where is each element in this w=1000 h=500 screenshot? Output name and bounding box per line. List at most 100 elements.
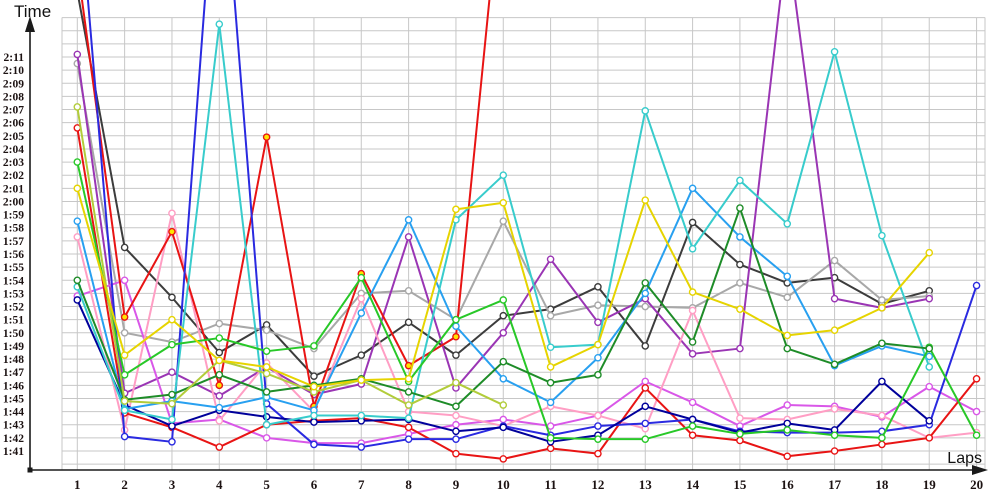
data-point-red-flat bbox=[830, 447, 839, 455]
y-tick-label: 1:51 bbox=[3, 315, 24, 327]
data-point-dark-green bbox=[641, 279, 650, 287]
data-point-navy bbox=[499, 423, 508, 432]
data-point-red-spiky bbox=[452, 332, 460, 341]
y-tick-label: 1:45 bbox=[3, 393, 24, 405]
data-point-dark-gray bbox=[168, 293, 176, 302]
data-point-red-flat bbox=[878, 440, 886, 449]
data-point-dark-green bbox=[783, 344, 792, 353]
data-point-red-flat bbox=[404, 423, 413, 432]
data-point-red-flat bbox=[641, 384, 650, 392]
data-point-red-flat bbox=[972, 374, 981, 383]
x-tick-label: 20 bbox=[970, 477, 983, 492]
data-point-dark-green bbox=[688, 338, 697, 346]
data-point-green bbox=[878, 434, 886, 442]
data-point-dark-green bbox=[73, 276, 82, 285]
data-point-green bbox=[641, 435, 650, 443]
y-tick-label: 1:43 bbox=[3, 420, 24, 432]
data-point-blue bbox=[120, 432, 129, 441]
data-point-red-flat bbox=[499, 455, 508, 463]
y-tick-label: 1:59 bbox=[3, 210, 24, 222]
data-point-dark-green bbox=[499, 357, 508, 366]
data-point-sky-blue bbox=[73, 217, 82, 225]
data-point-dark-green bbox=[878, 339, 886, 348]
data-point-dark-green bbox=[830, 360, 839, 369]
y-tick-label: 2:02 bbox=[3, 170, 24, 182]
data-point-yellow bbox=[830, 326, 839, 334]
series-dark-gray bbox=[77, 0, 934, 380]
data-point-pink bbox=[168, 209, 176, 218]
y-tick-label: 2:11 bbox=[4, 52, 25, 64]
series-yellow bbox=[73, 184, 934, 391]
data-point-cyan bbox=[878, 231, 886, 240]
data-point-magenta bbox=[688, 398, 697, 407]
data-point-cyan bbox=[357, 411, 366, 420]
data-point-yellow bbox=[262, 363, 271, 371]
data-point-purple bbox=[594, 318, 602, 327]
data-point-dark-gray bbox=[594, 283, 602, 291]
data-point-dark-gray bbox=[404, 318, 413, 327]
series-lime bbox=[73, 103, 508, 409]
data-point-navy bbox=[783, 419, 792, 428]
y-tick-label: 2:09 bbox=[3, 78, 24, 90]
data-point-magenta bbox=[925, 382, 934, 391]
data-point-navy bbox=[168, 422, 176, 430]
data-point-cyan bbox=[404, 414, 413, 422]
data-point-red-flat bbox=[452, 449, 460, 458]
data-point-green bbox=[972, 431, 981, 440]
data-point-blue bbox=[404, 435, 413, 443]
data-point-magenta bbox=[641, 377, 650, 386]
data-point-pink bbox=[736, 414, 744, 422]
data-point-navy bbox=[878, 377, 886, 386]
data-point-cyan bbox=[310, 411, 318, 420]
data-point-silver-gray bbox=[594, 301, 602, 310]
series-blue bbox=[86, 0, 981, 451]
data-point-silver-gray bbox=[404, 286, 413, 295]
y-tick-label: 1:49 bbox=[3, 341, 24, 353]
data-point-magenta bbox=[546, 422, 555, 430]
data-point-green bbox=[168, 340, 176, 349]
y-axis-arrow-icon bbox=[25, 16, 35, 32]
data-point-red-flat bbox=[594, 449, 602, 458]
data-point-purple bbox=[546, 255, 555, 264]
data-point-blue bbox=[357, 443, 366, 451]
data-point-green bbox=[262, 347, 271, 355]
data-point-dark-gray bbox=[310, 372, 318, 380]
y-tick-label: 1:47 bbox=[3, 367, 24, 379]
data-point-pink bbox=[878, 411, 886, 420]
x-tick-label: 7 bbox=[358, 477, 365, 492]
data-point-yellow bbox=[357, 376, 366, 384]
data-point-cyan bbox=[783, 219, 792, 228]
y-tick-label: 2:03 bbox=[3, 157, 24, 169]
data-point-yellow bbox=[641, 196, 650, 204]
data-point-magenta bbox=[499, 415, 508, 424]
data-point-dark-green bbox=[546, 378, 555, 387]
data-point-cyan bbox=[499, 171, 508, 180]
y-tick-label: 2:05 bbox=[3, 131, 24, 143]
data-point-cyan bbox=[262, 420, 271, 429]
axes bbox=[25, 16, 988, 475]
data-point-cyan bbox=[925, 363, 934, 371]
data-point-yellow bbox=[736, 305, 744, 313]
data-point-silver-gray bbox=[878, 296, 886, 304]
data-point-yellow bbox=[783, 331, 792, 340]
data-point-dark-green bbox=[262, 388, 271, 396]
data-point-red-spiky bbox=[262, 133, 271, 141]
x-tick-labels: 1 2 3 4 5 6 7 8 9 10 11 12 13 14 15 16 17 18 19 20 bbox=[74, 477, 983, 492]
x-tick-label: 4 bbox=[216, 477, 223, 492]
data-point-green bbox=[783, 426, 792, 434]
data-point-blue bbox=[168, 438, 176, 446]
y-tick-label: 1:50 bbox=[3, 328, 24, 340]
grid-lines bbox=[61, 17, 986, 470]
data-point-silver-gray bbox=[641, 302, 650, 311]
data-point-purple bbox=[499, 329, 508, 337]
data-point-lime bbox=[452, 378, 460, 387]
data-point-red-spiky bbox=[215, 381, 224, 390]
x-tick-label: 18 bbox=[875, 477, 889, 492]
y-tick-label: 1:57 bbox=[3, 236, 24, 248]
data-point-yellow bbox=[404, 374, 413, 383]
x-tick-label: 17 bbox=[828, 477, 842, 492]
y-tick-label: 1:41 bbox=[3, 446, 24, 458]
data-point-magenta bbox=[262, 434, 271, 442]
data-point-yellow bbox=[120, 351, 129, 359]
